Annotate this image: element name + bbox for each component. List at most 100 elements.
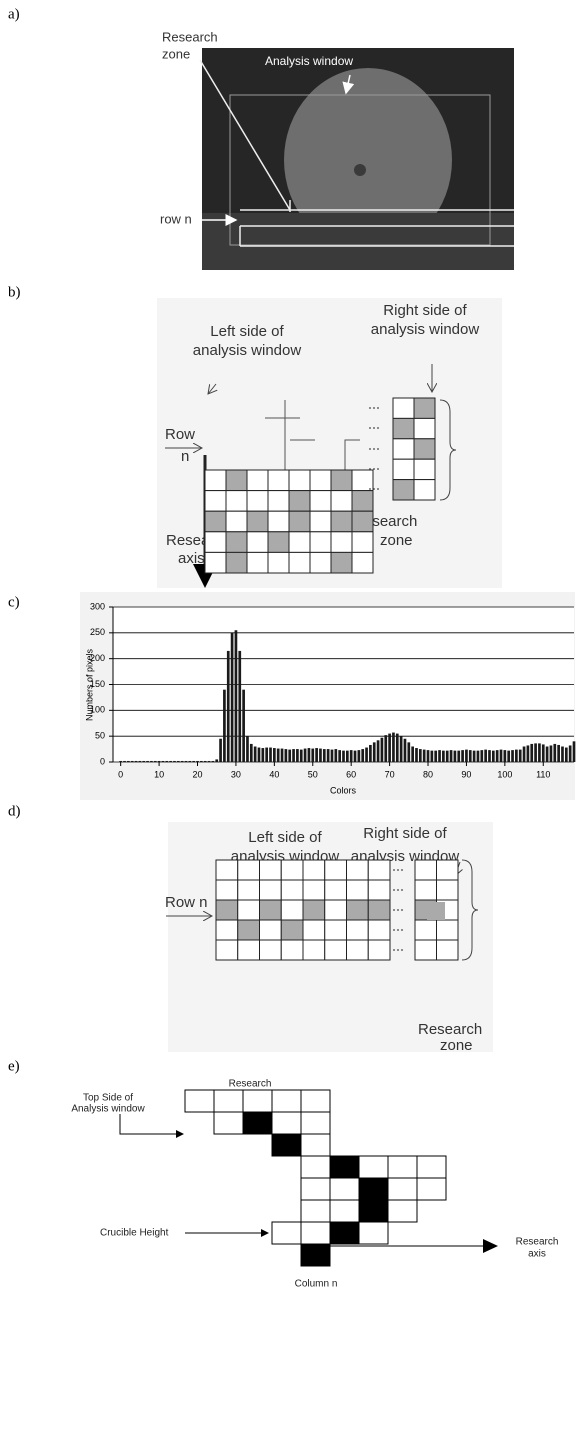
bar [242, 689, 245, 762]
brace [439, 399, 457, 501]
ellipsis-dot [401, 909, 403, 911]
annotation: Research [229, 1079, 272, 1090]
filled-cell [242, 1111, 273, 1135]
grid-cell [280, 939, 304, 961]
grid-cell [392, 479, 415, 501]
annotation: Right side of [383, 302, 467, 319]
grid-cell [259, 919, 282, 941]
bar [434, 750, 438, 762]
annotation: Left side of [248, 829, 322, 846]
bar [530, 743, 534, 762]
ellipsis-dot [401, 929, 403, 931]
bar [127, 760, 130, 762]
grid-cell [346, 939, 369, 961]
grid-cell [392, 397, 415, 419]
ellipsis-dot [373, 427, 375, 429]
grid-cell [259, 879, 282, 901]
grid-cell [367, 899, 391, 921]
ellipsis-dot [393, 869, 395, 871]
x-tick-label: 40 [269, 769, 279, 779]
bar [138, 760, 142, 762]
grid-cell [351, 469, 374, 492]
grid-cell [280, 899, 304, 921]
grid-cell [330, 469, 353, 492]
bar [438, 750, 441, 762]
grid-cell [358, 1221, 389, 1245]
photo-floor [202, 213, 514, 270]
grid-cell [309, 469, 332, 492]
x-tick-label: 110 [536, 769, 550, 779]
grid-cell [288, 531, 311, 553]
bar [357, 750, 361, 762]
ellipsis-dot [397, 949, 399, 951]
grid-cell [413, 458, 436, 481]
filled-cell [329, 1155, 360, 1179]
bar [453, 750, 457, 762]
ellipsis-dot [369, 427, 371, 429]
sample-spot [354, 164, 366, 176]
bar [223, 689, 226, 762]
ellipsis-dot [393, 929, 395, 931]
x-tick-label: 20 [193, 769, 203, 779]
grid-cell [436, 859, 459, 881]
grid-cell [288, 490, 311, 512]
highlight [427, 902, 445, 920]
grid-cell [267, 531, 290, 553]
bar [491, 750, 495, 762]
ellipsis-dot [397, 889, 399, 891]
bar [407, 742, 411, 762]
bar [572, 741, 576, 762]
bar [146, 760, 149, 762]
grid-cell [413, 397, 436, 419]
grid-cell [288, 469, 311, 492]
grid-cell [300, 1089, 331, 1113]
ellipsis-dot [369, 488, 371, 490]
bar [284, 749, 288, 762]
grid-cell [204, 510, 227, 533]
grid-cell [392, 417, 415, 440]
grid-cell [259, 939, 282, 961]
y-tick-label: 150 [90, 679, 105, 689]
grid-cell [213, 1111, 244, 1135]
grid-cell [280, 859, 304, 881]
bar [150, 760, 153, 762]
grid-cell [416, 1177, 447, 1201]
ellipsis-dot [373, 488, 375, 490]
x-tick-label: 0 [118, 769, 123, 779]
annotation: Left side of [210, 323, 284, 340]
pointer [119, 1114, 184, 1138]
annotation: row n [160, 211, 192, 226]
bar [499, 749, 503, 762]
annotation: n [181, 448, 189, 465]
grid-cell [184, 1089, 215, 1113]
grid-cell [351, 490, 374, 512]
x-tick-label: 70 [385, 769, 395, 779]
bar [518, 749, 522, 762]
x-tick-label: 100 [497, 769, 512, 779]
bar [349, 750, 353, 762]
annotation: zone [440, 1037, 473, 1054]
bar [538, 743, 541, 762]
grid-cell [302, 919, 326, 941]
grid-cell [330, 531, 353, 553]
bar [219, 738, 222, 762]
ellipsis-dot [373, 468, 375, 470]
grid-cell [246, 510, 269, 533]
ellipsis-dot [377, 448, 379, 450]
grid-cell [259, 899, 282, 921]
grid-cell [225, 531, 248, 553]
grid-cell [267, 469, 290, 492]
bar [292, 749, 295, 762]
grid-cell [215, 939, 239, 961]
bar [234, 630, 238, 762]
bar [376, 740, 380, 762]
annotation: zone [162, 46, 190, 61]
grid-cell [267, 490, 290, 512]
bar [418, 749, 422, 762]
grid-cell [271, 1111, 302, 1135]
annotation: analysis window [371, 321, 480, 338]
grid-cell [237, 919, 260, 941]
grid-cell [351, 510, 374, 533]
bar [342, 750, 345, 762]
